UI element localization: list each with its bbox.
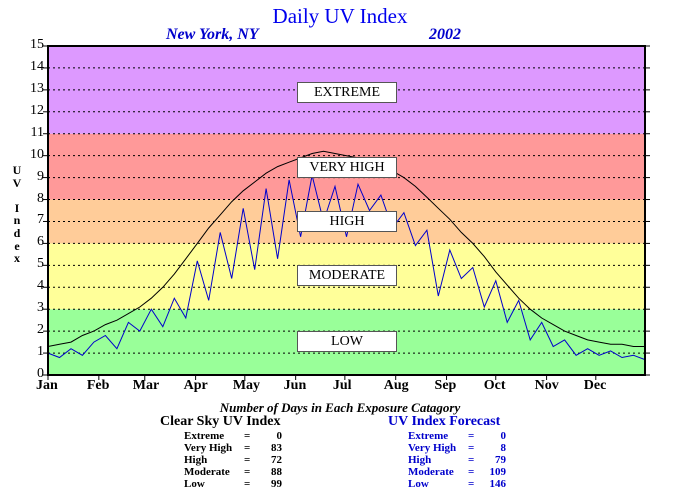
- y-axis-letter: x: [14, 251, 20, 266]
- plot-frame: [47, 45, 646, 376]
- count-row: Extreme = 0: [408, 430, 506, 442]
- count-value: 99: [271, 478, 282, 490]
- zone-label-very-high: VERY HIGH: [297, 157, 397, 178]
- count-equals: =: [468, 478, 475, 490]
- count-value: 88: [271, 466, 282, 478]
- y-tick-label: 1: [37, 344, 44, 360]
- year-subtitle: 2002: [429, 26, 461, 43]
- count-label: Moderate: [408, 466, 454, 478]
- count-row: Extreme = 0: [184, 430, 282, 442]
- count-value: 79: [495, 454, 506, 466]
- x-tick-label: Apr: [183, 378, 208, 393]
- clear-sky-title: Clear Sky UV Index: [160, 414, 281, 429]
- count-equals: =: [468, 430, 475, 442]
- count-label: Extreme: [184, 430, 225, 442]
- count-row: Low = 146: [408, 478, 506, 490]
- x-tick-label: Oct: [483, 378, 506, 393]
- y-tick-label: 4: [37, 278, 44, 294]
- x-tick-label: Nov: [534, 378, 559, 393]
- count-label: Very High: [184, 442, 233, 454]
- y-axis-letter: d: [13, 225, 21, 240]
- count-value: 0: [500, 430, 507, 442]
- x-tick-label: May: [232, 378, 261, 393]
- series-lines: [47, 150, 646, 361]
- y-tick-label: 10: [30, 146, 44, 162]
- x-tick-label: Dec: [583, 378, 607, 393]
- count-value: 8: [500, 442, 507, 454]
- x-tick-label: Aug: [383, 378, 409, 393]
- count-row: Moderate = 88: [184, 466, 282, 478]
- x-tick-label: Mar: [132, 378, 160, 393]
- y-tick-label: 12: [30, 102, 44, 118]
- y-tick-label: 13: [30, 80, 44, 96]
- count-label: Very High: [408, 442, 457, 454]
- zone-label-moderate: MODERATE: [297, 265, 397, 286]
- count-equals: =: [244, 442, 251, 454]
- count-equals: =: [244, 430, 251, 442]
- x-tick-label: Jul: [332, 378, 352, 393]
- count-value: 109: [489, 466, 507, 478]
- count-value: 72: [271, 454, 282, 466]
- y-axis-letter: V: [12, 175, 22, 190]
- count-row: High = 79: [408, 454, 506, 466]
- y-axis-letter: I: [14, 200, 20, 215]
- x-tick-label: Sep: [434, 378, 457, 393]
- count-label: Low: [408, 478, 429, 490]
- count-value: 83: [271, 442, 282, 454]
- location-subtitle: New York, NY: [166, 26, 259, 43]
- count-label: Moderate: [184, 466, 230, 478]
- count-equals: =: [468, 442, 475, 454]
- y-tick-label: 8: [37, 190, 44, 206]
- zone-label-low: LOW: [297, 331, 397, 352]
- y-axis-label: U V I n d e x: [10, 164, 24, 265]
- count-value: 0: [276, 430, 283, 442]
- y-axis-letter: U: [12, 163, 22, 177]
- count-row: Low = 99: [184, 478, 282, 490]
- zone-label-extreme: EXTREME: [297, 82, 397, 103]
- x-tick-label: Jan: [36, 378, 58, 393]
- y-axis-letter: n: [13, 213, 21, 228]
- x-tick-label: Feb: [86, 378, 110, 393]
- y-tick-label: 11: [30, 124, 44, 140]
- y-tick-label: 6: [37, 234, 44, 250]
- y-tick-label: 3: [37, 300, 44, 316]
- count-label: High: [184, 454, 208, 466]
- count-equals: =: [468, 454, 475, 466]
- forecast-title: UV Index Forecast: [388, 414, 501, 429]
- zone-label-high: HIGH: [297, 211, 397, 232]
- y-tick-label: 7: [37, 212, 44, 228]
- count-row: Moderate = 109: [408, 466, 506, 478]
- y-tick-label: 2: [37, 322, 44, 338]
- count-row: High = 72: [184, 454, 282, 466]
- count-value: 146: [489, 478, 507, 490]
- count-row: Very High = 8: [408, 442, 506, 454]
- count-equals: =: [244, 466, 251, 478]
- y-tick-label: 15: [30, 37, 44, 52]
- chart-title: Daily UV Index: [272, 4, 408, 28]
- count-equals: =: [468, 466, 475, 478]
- count-label: High: [408, 454, 432, 466]
- forecast-series-line: [47, 175, 646, 361]
- y-axis-letter: e: [14, 238, 20, 253]
- clear-sky-series-line: [47, 150, 645, 347]
- y-tick-label: 9: [37, 168, 44, 184]
- y-tick-label: 14: [30, 58, 44, 74]
- y-tick-label: 0: [37, 366, 44, 381]
- count-label: Low: [184, 478, 205, 490]
- count-equals: =: [244, 478, 251, 490]
- count-label: Extreme: [408, 430, 449, 442]
- y-tick-label: 5: [37, 256, 44, 272]
- count-row: Very High = 83: [184, 442, 282, 454]
- x-tick-label: Jun: [283, 378, 307, 393]
- exposure-counts-caption: Number of Days in Each Exposure Catagory: [219, 400, 461, 415]
- count-equals: =: [244, 454, 251, 466]
